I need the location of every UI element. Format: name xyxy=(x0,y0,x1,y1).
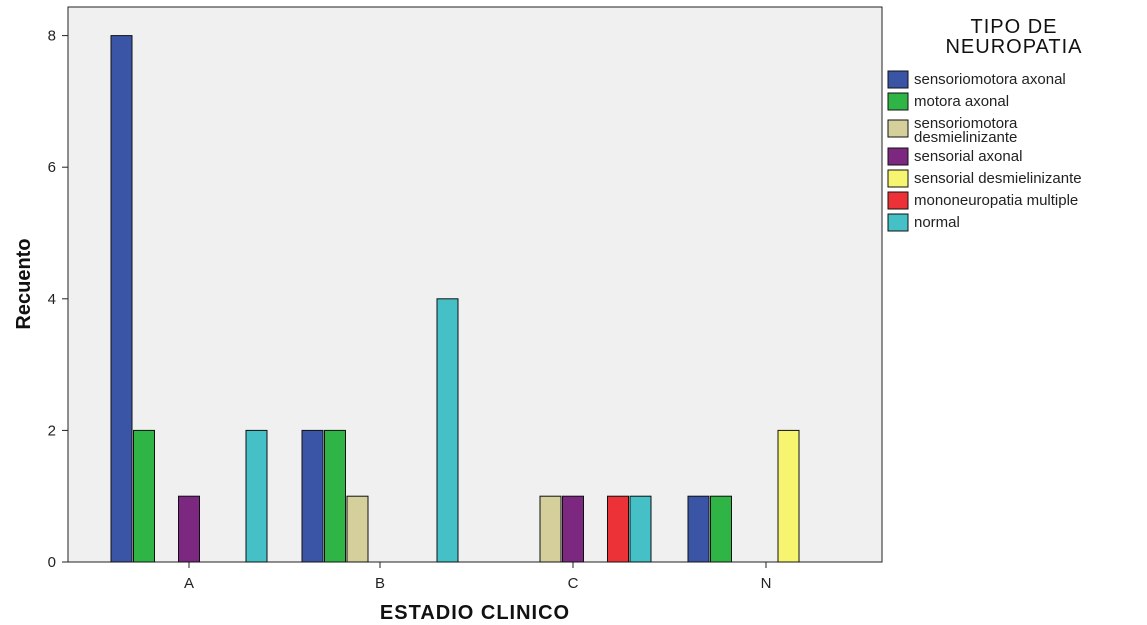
legend-swatch xyxy=(887,169,909,188)
bar xyxy=(301,429,324,563)
bar xyxy=(687,495,710,563)
y-tick-label: 8 xyxy=(48,28,56,45)
legend-label: mononeuropatia multiple xyxy=(914,192,1078,209)
legend-swatch xyxy=(887,70,909,89)
bar xyxy=(562,495,584,563)
legend-label: sensorial desmielinizante xyxy=(914,170,1082,187)
bar xyxy=(710,495,732,563)
y-axis-title: Recuento xyxy=(13,238,35,329)
bar xyxy=(324,429,346,563)
legend-swatch xyxy=(887,191,909,210)
y-tick-label: 0 xyxy=(48,554,56,571)
bar xyxy=(110,35,133,563)
x-tick-label: N xyxy=(761,575,772,592)
legend-label: desmielinizante xyxy=(914,129,1017,146)
legend-swatch xyxy=(887,147,909,166)
legend-swatch xyxy=(887,92,909,111)
legend-swatch xyxy=(887,119,909,138)
legend-title: NEUROPATIA xyxy=(945,36,1082,58)
x-tick-label: C xyxy=(568,575,579,592)
x-axis-title: ESTADIO CLINICO xyxy=(380,602,570,624)
legend-title: TIPO DE xyxy=(970,16,1057,38)
bar xyxy=(436,298,459,563)
legend-label: sensorial axonal xyxy=(914,148,1022,165)
plot-area xyxy=(67,6,883,563)
bar xyxy=(607,495,629,563)
y-tick-label: 2 xyxy=(48,422,56,439)
bar xyxy=(629,495,652,563)
legend-label: sensoriomotora xyxy=(914,115,1018,132)
bar xyxy=(346,495,369,563)
bars-group xyxy=(110,35,800,563)
bar xyxy=(178,495,200,563)
legend-swatch xyxy=(887,213,909,232)
bar xyxy=(777,429,800,563)
x-tick-label: A xyxy=(184,575,194,592)
legend-label: motora axonal xyxy=(914,93,1009,110)
bar xyxy=(245,429,268,563)
bar xyxy=(539,495,562,563)
legend-label: sensoriomotora axonal xyxy=(914,71,1066,88)
legend-label: normal xyxy=(914,214,960,231)
y-axis: 0 2 4 6 8 xyxy=(48,28,68,571)
bar xyxy=(133,429,155,563)
x-tick-label: B xyxy=(375,575,385,592)
y-tick-label: 6 xyxy=(48,159,56,176)
y-tick-label: 4 xyxy=(48,291,56,308)
